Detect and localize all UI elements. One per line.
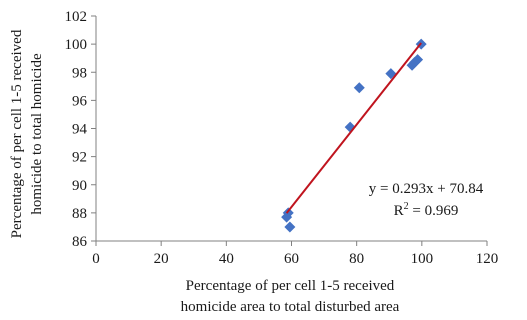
y-tick-label: 98 (72, 65, 87, 81)
y-axis-title-line-2: homicide to total homicide (29, 53, 45, 215)
x-axis-title-line-2: homicide area to total disturbed area (181, 299, 400, 315)
y-tick-label: 94 (72, 122, 88, 138)
data-point (412, 54, 424, 66)
x-tick-label: 0 (92, 251, 100, 267)
equation-label: y = 0.293x + 70.84 (369, 181, 484, 197)
r-squared-label: R2 = 0.969 (394, 201, 459, 219)
x-tick-label: 80 (349, 251, 364, 267)
r-squared-value: = 0.969 (409, 203, 459, 219)
x-tick-label: 120 (476, 251, 499, 267)
x-tick-label: 100 (411, 251, 434, 267)
y-tick-label: 90 (72, 178, 87, 194)
data-point (284, 221, 296, 233)
y-axis-title-line-1: Percentage of per cell 1-5 received (9, 29, 25, 238)
y-tick-label: 88 (72, 206, 87, 222)
y-tick-label: 86 (72, 234, 88, 250)
x-axis-title-line-1: Percentage of per cell 1-5 received (186, 278, 395, 294)
y-tick-label: 92 (72, 150, 87, 166)
x-tick-label: 40 (219, 251, 234, 267)
trendline-group (285, 42, 422, 214)
trendline (285, 42, 422, 214)
r-squared-superscript: 2 (404, 201, 409, 212)
r-squared-r: R (394, 203, 404, 219)
axes (91, 15, 488, 246)
y-tick-label: 100 (65, 37, 88, 53)
data-point (282, 207, 294, 219)
y-tick-label: 96 (72, 93, 88, 109)
y-tick-label: 102 (65, 9, 88, 25)
x-tick-labels: 0 20 40 60 80 100 120 (92, 251, 498, 267)
x-tick-label: 20 (154, 251, 169, 267)
y-tick-labels: 86 88 90 92 94 96 98 100 102 (65, 9, 88, 250)
x-tick-label: 60 (284, 251, 299, 267)
data-point (353, 82, 365, 94)
